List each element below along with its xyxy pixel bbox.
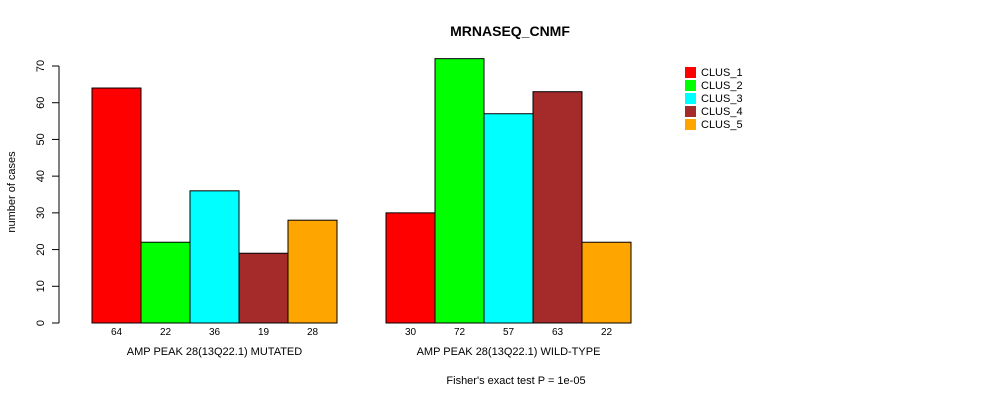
y-tick-label-10: 10 — [35, 280, 47, 292]
data-label-clus-3-group-2: 57 — [503, 327, 515, 338]
legend-swatch-clus-1 — [685, 67, 696, 78]
data-labels: 64 22 36 19 28 30 72 57 63 22 — [111, 327, 613, 338]
data-label-clus-1-group-1: 64 — [111, 327, 123, 338]
data-label-clus-2-group-2: 72 — [454, 327, 466, 338]
legend-swatch-clus-5 — [685, 119, 696, 130]
data-label-clus-5-group-2: 22 — [601, 327, 613, 338]
group-label-1: AMP PEAK 28(13Q22.1) MUTATED — [127, 346, 303, 358]
bar-clus-5-group-1 — [287, 219, 338, 324]
y-tick-label-70: 70 — [35, 60, 47, 72]
bar-clus-4-group-1 — [238, 252, 289, 324]
y-axis: 0 10 20 30 40 50 60 70 — [35, 60, 60, 326]
footnote: Fisher's exact test P = 1e-05 — [446, 375, 585, 387]
data-label-clus-4-group-1: 19 — [258, 327, 270, 338]
group-label-2: AMP PEAK 28(13Q22.1) WILD-TYPE — [417, 346, 601, 358]
data-label-clus-1-group-2: 30 — [405, 327, 417, 338]
y-tick-label-40: 40 — [35, 170, 47, 182]
data-label-clus-2-group-1: 22 — [160, 327, 172, 338]
y-axis-label: number of cases — [6, 151, 18, 233]
group-labels: AMP PEAK 28(13Q22.1) MUTATED AMP PEAK 28(… — [127, 346, 601, 358]
bar-clus-3-group-1 — [189, 190, 240, 324]
legend-label-clus-4: CLUS_4 — [701, 106, 743, 118]
legend-label-clus-1: CLUS_1 — [701, 67, 743, 79]
y-tick-label-50: 50 — [35, 133, 47, 145]
legend-swatch-clus-4 — [685, 106, 696, 117]
data-label-clus-4-group-2: 63 — [552, 327, 564, 338]
y-tick-label-30: 30 — [35, 207, 47, 219]
bar-clus-1-group-2 — [385, 212, 436, 324]
legend-label-clus-3: CLUS_3 — [701, 93, 743, 105]
bar-clus-2-group-2 — [434, 58, 485, 324]
bars — [91, 58, 632, 324]
bar-clus-5-group-2 — [581, 241, 632, 324]
legend-label-clus-5: CLUS_5 — [701, 119, 743, 131]
bar-clus-3-group-2 — [483, 113, 534, 324]
chart-title: MRNASEQ_CNMF — [450, 23, 570, 39]
bar-clus-2-group-1 — [140, 241, 191, 324]
y-tick-label-20: 20 — [35, 243, 47, 255]
legend-swatch-clus-2 — [685, 80, 696, 91]
bar-clus-4-group-2 — [532, 91, 583, 324]
legend-swatch-clus-3 — [685, 93, 696, 104]
legend-label-clus-2: CLUS_2 — [701, 80, 743, 92]
data-label-clus-3-group-1: 36 — [209, 327, 221, 338]
data-label-clus-5-group-1: 28 — [307, 327, 319, 338]
bar-clus-1-group-1 — [91, 87, 142, 324]
y-tick-label-60: 60 — [35, 97, 47, 109]
y-tick-label-0: 0 — [35, 320, 47, 326]
